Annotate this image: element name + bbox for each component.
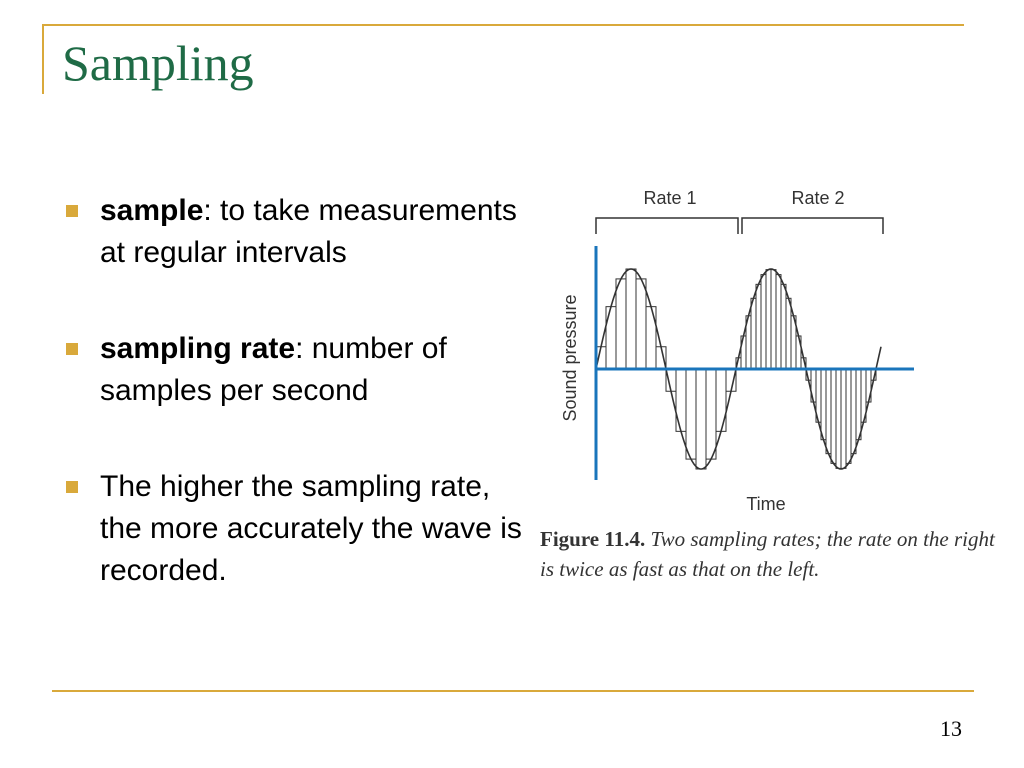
rate2-sample-bar (750, 297, 757, 370)
bullet-term: sampling rate (100, 332, 296, 365)
bullet-term: sample (100, 194, 204, 227)
rate2-sample-bar (840, 368, 847, 469)
rate-brackets (595, 217, 884, 234)
rate1-sample-bar (645, 306, 657, 370)
caption-label: Figure 11.4. (540, 527, 646, 551)
rate2-sample-bar (770, 269, 777, 370)
rate2-sample-bar (765, 269, 772, 370)
rate1-sample-bar (625, 268, 637, 370)
square-bullet-icon (66, 205, 78, 217)
caption-text: Two sampling rates; the rate on the righ… (540, 527, 995, 581)
top-rule (42, 24, 964, 26)
rate1-label: Rate 1 (643, 188, 696, 208)
square-bullet-icon (66, 481, 78, 493)
rate2-sample-bar (785, 297, 792, 370)
y-axis-label: Sound pressure (560, 294, 580, 421)
figure-caption: Figure 11.4. Two sampling rates; the rat… (540, 524, 1010, 584)
sampling-figure: Rate 1 Rate 2 Sound pressure Time (560, 188, 914, 514)
rate2-sample-bar (755, 283, 762, 370)
rate1-sample-bar (675, 368, 687, 432)
rate2-sample-bar (845, 368, 852, 464)
bullet-text: : to take measurements at regular interv… (100, 194, 517, 269)
rate2-sample-bar (820, 368, 827, 441)
bullet-list: sample: to take measurements at regular … (66, 190, 526, 592)
rate1-sample-bar (715, 368, 727, 432)
bullet-item: sampling rate: number of samples per sec… (66, 328, 526, 412)
rate2-sample-bar (830, 368, 837, 464)
rate2-sample-bar (855, 368, 862, 441)
bullet-item: sample: to take measurements at regular … (66, 190, 526, 274)
rate1-sample-bar (695, 368, 707, 470)
rate1-sample-bar (605, 306, 617, 370)
rate2-sample-bar (775, 274, 782, 370)
page-number: 13 (940, 716, 962, 741)
left-rule (42, 24, 44, 94)
rate2-bracket (741, 217, 884, 234)
x-axis-label: Time (746, 494, 785, 514)
rate1-sample-bar (635, 278, 647, 370)
sound-wave (595, 268, 882, 470)
rate1-sample-bar (685, 368, 697, 460)
rate1-sample-bar (615, 278, 627, 370)
square-bullet-icon (66, 343, 78, 355)
rate1-bracket (595, 217, 739, 234)
rate2-label: Rate 2 (791, 188, 844, 208)
rate2-sample-bar (835, 368, 842, 469)
rate1-sample-bar (705, 368, 717, 460)
bullet-text: The higher the sampling rate, the more a… (100, 470, 522, 587)
rate2-sample-bar (760, 274, 767, 370)
slide-title: Sampling (62, 35, 254, 91)
bullet-item: The higher the sampling rate, the more a… (66, 466, 526, 592)
bottom-rule (52, 690, 974, 692)
rate2-sample-bar (825, 368, 832, 455)
rate2-sample-bar (850, 368, 857, 455)
bullet-text: : number of samples per second (100, 332, 447, 407)
rate2-sample-bar (780, 283, 787, 370)
